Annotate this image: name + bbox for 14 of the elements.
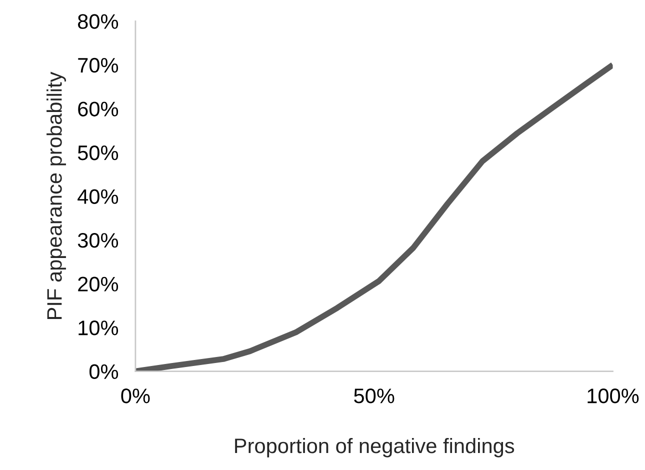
- y-tick-label: 60%: [78, 102, 118, 116]
- x-tick-label: 100%: [588, 388, 639, 404]
- y-tick-label: 40%: [78, 189, 118, 204]
- y-axis-title: PIF appearance probability: [46, 72, 66, 320]
- y-tick-label: 0%: [89, 364, 118, 380]
- y-tick-label: 80%: [78, 14, 118, 29]
- y-tick-label: 70%: [78, 58, 118, 73]
- y-tick-label: 50%: [78, 145, 118, 160]
- y-tick-label: 30%: [78, 232, 118, 248]
- y-tick-label: 20%: [78, 276, 118, 292]
- x-tick-label: 50%: [354, 388, 394, 404]
- x-tick-label: 0%: [121, 388, 150, 404]
- y-tick-label: 10%: [78, 320, 118, 336]
- x-axis-title: Proportion of negative findings: [235, 438, 514, 458]
